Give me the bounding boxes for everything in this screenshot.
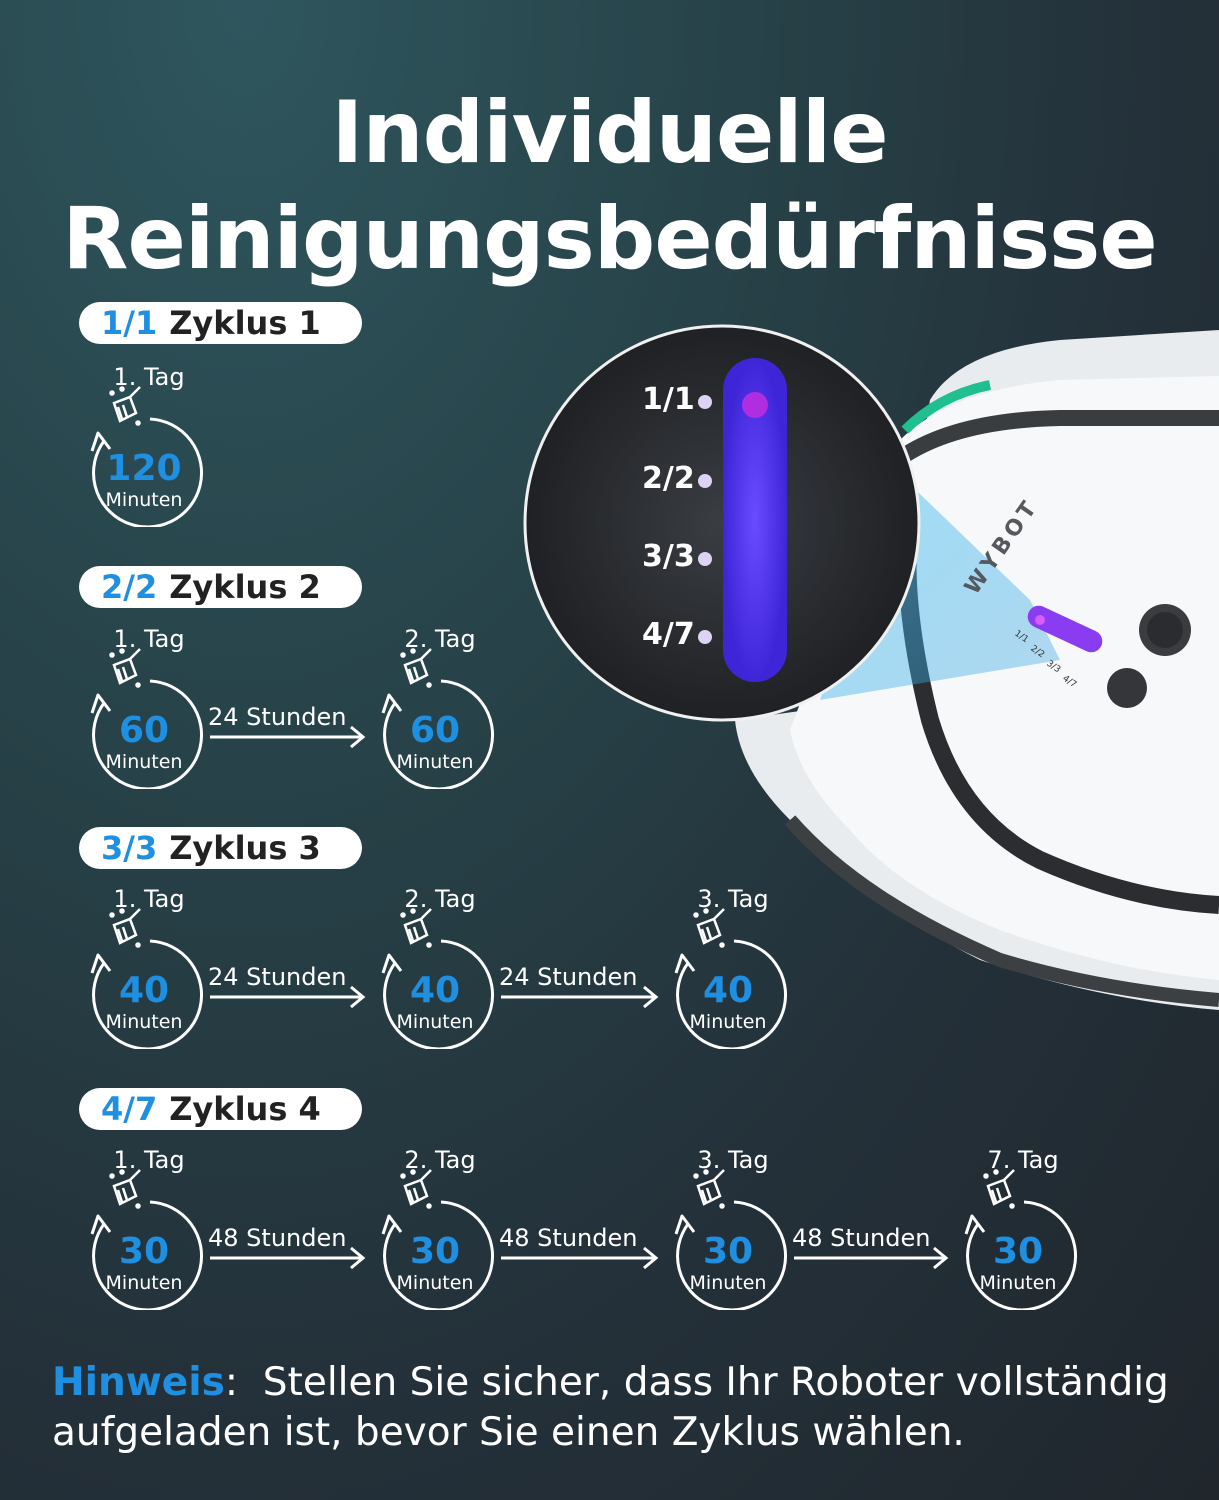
cycle-1-pill: 1/1 Zyklus 1 (79, 302, 362, 344)
clock-cycle-icon (90, 648, 203, 789)
duration-clock: 40 Minuten (674, 908, 787, 1049)
arrow-right-icon (210, 985, 366, 1009)
duration-clock: 30 Minuten (964, 1169, 1077, 1310)
clock-cycle-icon (90, 1169, 203, 1310)
cycle-4-pill: 4/7 Zyklus 4 (79, 1088, 362, 1130)
day-label: 2. Tag (404, 625, 476, 653)
duration-minutes-value: 60 (118, 710, 170, 751)
note: Hinweis: Stellen Sie sicher, dass Ihr Ro… (52, 1358, 1192, 1458)
duration-unit: Minuten (105, 1272, 183, 1294)
duration-clock: 40 Minuten (381, 908, 494, 1049)
duration-minutes-value: 30 (118, 1231, 170, 1272)
interval-arrow: 48 Stunden (499, 1224, 660, 1270)
clock-cycle-icon (381, 908, 494, 1049)
duration-minutes-value: 40 (702, 970, 754, 1011)
day-label: 1. Tag (113, 625, 185, 653)
note-text: Stellen Sie sicher, dass Ihr Roboter vol… (52, 1360, 1169, 1455)
day-label: 7. Tag (987, 1146, 1059, 1174)
interval-arrow: 24 Stunden (208, 963, 367, 1009)
indicator-label-1: 1/1 (642, 382, 695, 417)
duration-unit: Minuten (105, 1011, 183, 1033)
page-title-line2: Reinigungsbedürfnisse (62, 189, 1157, 289)
indicator-label-4: 4/7 (642, 617, 695, 652)
duration-unit: Minuten (105, 751, 183, 773)
cycle-3-fraction: 3/3 (101, 829, 158, 867)
duration-unit: Minuten (979, 1272, 1057, 1294)
day-label: 1. Tag (113, 1146, 185, 1174)
duration-clock: 30 Minuten (674, 1169, 787, 1310)
duration-minutes-value: 40 (409, 970, 461, 1011)
day-label: 2. Tag (404, 885, 476, 913)
duration-minutes-value: 40 (118, 970, 170, 1011)
day-label: 3. Tag (697, 885, 769, 913)
clock-cycle-icon (381, 648, 494, 789)
interval-arrow: 48 Stunden (208, 1224, 367, 1270)
cycle-3-name: Zyklus 3 (169, 829, 321, 867)
duration-unit: Minuten (396, 1272, 474, 1294)
duration-unit: Minuten (105, 489, 183, 511)
duration-unit: Minuten (689, 1272, 767, 1294)
duration-minutes-value: 30 (992, 1231, 1044, 1272)
arrow-right-icon (794, 1246, 949, 1270)
duration-minutes-value: 60 (409, 710, 461, 751)
interval-label: 24 Stunden (499, 963, 638, 991)
clock-cycle-icon (90, 908, 203, 1049)
arrow-right-icon (210, 725, 366, 749)
cycle-4-name: Zyklus 4 (169, 1090, 321, 1128)
duration-clock: 60 Minuten (90, 648, 203, 789)
duration-minutes-value: 120 (106, 448, 182, 489)
interval-arrow: 24 Stunden (208, 703, 367, 749)
duration-clock: 30 Minuten (90, 1169, 203, 1310)
duration-unit: Minuten (396, 751, 474, 773)
duration-unit: Minuten (396, 1011, 474, 1033)
clock-cycle-icon (964, 1169, 1077, 1310)
cycle-3-pill: 3/3 Zyklus 3 (79, 827, 362, 869)
indicator-label-2: 2/2 (642, 461, 695, 496)
cycle-2-name: Zyklus 2 (169, 568, 321, 606)
clock-cycle-icon (381, 1169, 494, 1310)
day-label: 1. Tag (113, 885, 185, 913)
duration-minutes-value: 30 (702, 1231, 754, 1272)
cycle-1-fraction: 1/1 (101, 304, 158, 342)
interval-label: 24 Stunden (208, 963, 347, 991)
interval-label: 24 Stunden (208, 703, 347, 731)
day-label: 3. Tag (697, 1146, 769, 1174)
duration-unit: Minuten (689, 1011, 767, 1033)
interval-label: 48 Stunden (208, 1224, 347, 1252)
cycle-4-fraction: 4/7 (101, 1090, 158, 1128)
robot-illustration (523, 324, 1219, 1010)
cycle-2-pill: 2/2 Zyklus 2 (79, 566, 362, 608)
indicator-label-3: 3/3 (642, 539, 695, 574)
interval-label: 48 Stunden (792, 1224, 931, 1252)
note-label: Hinweis (52, 1360, 225, 1405)
clock-cycle-icon (674, 908, 787, 1049)
note-colon: : (224, 1360, 238, 1405)
interval-arrow: 24 Stunden (499, 963, 660, 1009)
duration-clock: 120 Minuten (90, 386, 203, 527)
cycle-2-fraction: 2/2 (101, 568, 158, 606)
arrow-right-icon (210, 1246, 366, 1270)
cycle-1-name: Zyklus 1 (169, 304, 321, 342)
duration-clock: 60 Minuten (381, 648, 494, 789)
duration-clock: 40 Minuten (90, 908, 203, 1049)
duration-clock: 30 Minuten (381, 1169, 494, 1310)
interval-arrow: 48 Stunden (792, 1224, 950, 1270)
arrow-right-icon (501, 985, 659, 1009)
duration-minutes-value: 30 (409, 1231, 461, 1272)
interval-label: 48 Stunden (499, 1224, 638, 1252)
clock-cycle-icon (674, 1169, 787, 1310)
day-label: 2. Tag (404, 1146, 476, 1174)
clock-cycle-icon (90, 386, 203, 527)
arrow-right-icon (501, 1246, 659, 1270)
day-label: 1. Tag (113, 363, 185, 391)
page-title-line1: Individuelle (331, 83, 888, 183)
